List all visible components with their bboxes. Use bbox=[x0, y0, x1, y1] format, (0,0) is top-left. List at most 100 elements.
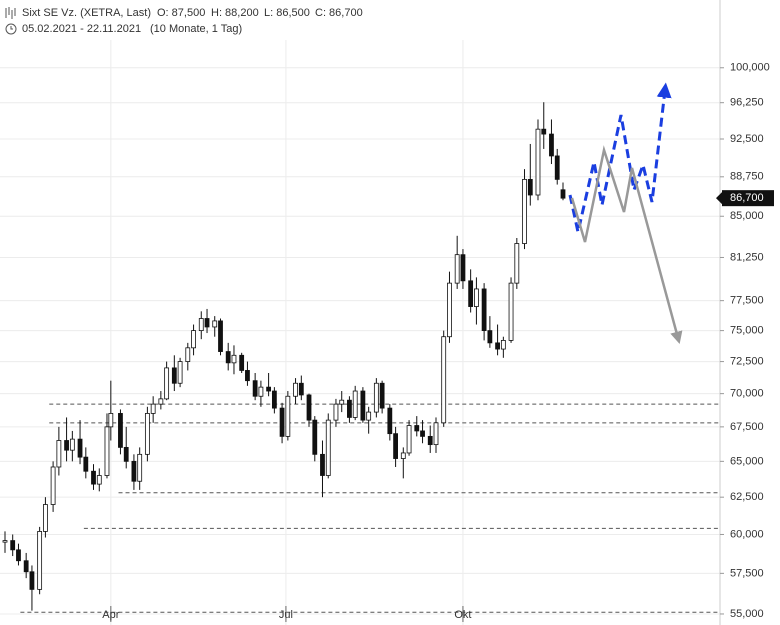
candle-body bbox=[535, 128, 541, 196]
candle-body bbox=[231, 354, 237, 364]
candle-body bbox=[266, 386, 272, 392]
candle-body bbox=[360, 390, 366, 421]
candle-body bbox=[29, 571, 35, 590]
candle-body bbox=[373, 382, 379, 413]
last-price-label: 86,700 bbox=[730, 192, 764, 204]
candle-body bbox=[454, 254, 460, 284]
candle-body bbox=[306, 394, 312, 421]
candle-body bbox=[474, 288, 479, 307]
candle-body bbox=[158, 398, 164, 405]
candle-body bbox=[320, 453, 325, 476]
y-tick-label: 67,500 bbox=[730, 421, 764, 433]
candle-body bbox=[325, 419, 331, 476]
last-price-pointer bbox=[716, 192, 722, 205]
candle-body bbox=[400, 452, 406, 459]
candle-body bbox=[37, 531, 43, 590]
candle-body bbox=[279, 407, 285, 437]
candle-body bbox=[69, 438, 75, 451]
grid bbox=[0, 40, 720, 625]
y-tick-label: 55,000 bbox=[730, 608, 764, 620]
candle-body bbox=[96, 475, 102, 485]
candle-body bbox=[420, 430, 425, 437]
clock-hand bbox=[10, 26, 13, 30]
candle-body bbox=[447, 282, 452, 338]
clock-icon bbox=[5, 23, 17, 35]
period-note: (10 Monate, 1 Tag) bbox=[150, 23, 242, 35]
candle-body bbox=[427, 435, 433, 446]
candle-body bbox=[123, 446, 129, 462]
levels bbox=[20, 403, 720, 613]
candle-body bbox=[144, 413, 150, 455]
y-tick-label: 62,500 bbox=[730, 491, 764, 503]
candle-body bbox=[271, 390, 277, 409]
candle-body bbox=[198, 318, 204, 332]
candle-body bbox=[500, 340, 506, 350]
candle-body bbox=[298, 382, 304, 396]
candle-body bbox=[77, 438, 83, 458]
candle-body bbox=[508, 282, 514, 341]
candle-body bbox=[366, 411, 372, 421]
candle-body bbox=[10, 540, 16, 551]
candle-body bbox=[347, 399, 352, 418]
candle-body bbox=[339, 399, 345, 405]
candle-body bbox=[43, 504, 48, 532]
candle-body bbox=[406, 425, 412, 454]
candle-body bbox=[352, 390, 358, 418]
candle-body bbox=[245, 370, 250, 382]
y-tick-label: 100,000 bbox=[730, 62, 770, 74]
y-tick-label: 65,000 bbox=[730, 455, 764, 467]
y-tick-label: 60,000 bbox=[730, 528, 764, 540]
candle-body bbox=[549, 133, 554, 157]
x-tick-label: Apr bbox=[102, 609, 119, 621]
candle-body bbox=[150, 403, 156, 414]
candle-body bbox=[541, 128, 547, 135]
candle-body bbox=[560, 189, 566, 199]
candle-body bbox=[379, 382, 385, 409]
candle-body bbox=[441, 336, 447, 424]
candle-body bbox=[23, 560, 29, 573]
candle-body bbox=[191, 330, 196, 349]
candle-body bbox=[83, 456, 89, 472]
candle-body bbox=[16, 549, 21, 562]
candle-body bbox=[225, 351, 231, 364]
title: Sixt SE Vz. (XETRA, Last) bbox=[22, 7, 151, 19]
candle-body bbox=[487, 330, 493, 344]
candle-body bbox=[522, 178, 527, 244]
quote: O: 87,500 bbox=[157, 7, 205, 19]
y-tick-label: 88,750 bbox=[730, 171, 764, 183]
y-tick-label: 81,250 bbox=[730, 251, 764, 263]
candle-body bbox=[258, 386, 264, 397]
x-tick-label: Okt bbox=[454, 609, 471, 621]
candles bbox=[2, 102, 566, 611]
candle-body bbox=[218, 320, 223, 352]
y-tick-label: 57,500 bbox=[730, 567, 764, 579]
candle-body bbox=[104, 426, 110, 476]
candle-body bbox=[252, 380, 258, 397]
candle-body bbox=[137, 453, 143, 482]
period: 05.02.2021 - 22.11.2021 bbox=[22, 23, 141, 35]
candle-body bbox=[212, 320, 218, 328]
candle-body bbox=[285, 395, 291, 437]
candle-body bbox=[387, 407, 393, 435]
y-tick-label: 72,500 bbox=[730, 355, 764, 367]
candle-body bbox=[164, 367, 170, 400]
candle-body bbox=[131, 460, 137, 482]
candle-body bbox=[2, 540, 8, 543]
candle-body bbox=[56, 440, 62, 468]
quote: L: 86,500 bbox=[264, 7, 310, 19]
bars-icon bbox=[5, 7, 16, 19]
y-tick-label: 70,000 bbox=[730, 388, 764, 400]
candle-body bbox=[64, 440, 69, 451]
candle-body bbox=[108, 413, 114, 428]
candle-body bbox=[118, 413, 123, 448]
candle-body bbox=[333, 403, 339, 421]
quote: H: 88,200 bbox=[211, 7, 259, 19]
y-tick-label: 92,500 bbox=[730, 133, 764, 145]
forecast-up bbox=[568, 82, 672, 233]
candle-body bbox=[50, 466, 56, 505]
candle-body bbox=[312, 419, 318, 455]
candle-body bbox=[468, 280, 474, 307]
candle-body bbox=[91, 470, 96, 485]
candle-body bbox=[204, 318, 210, 328]
